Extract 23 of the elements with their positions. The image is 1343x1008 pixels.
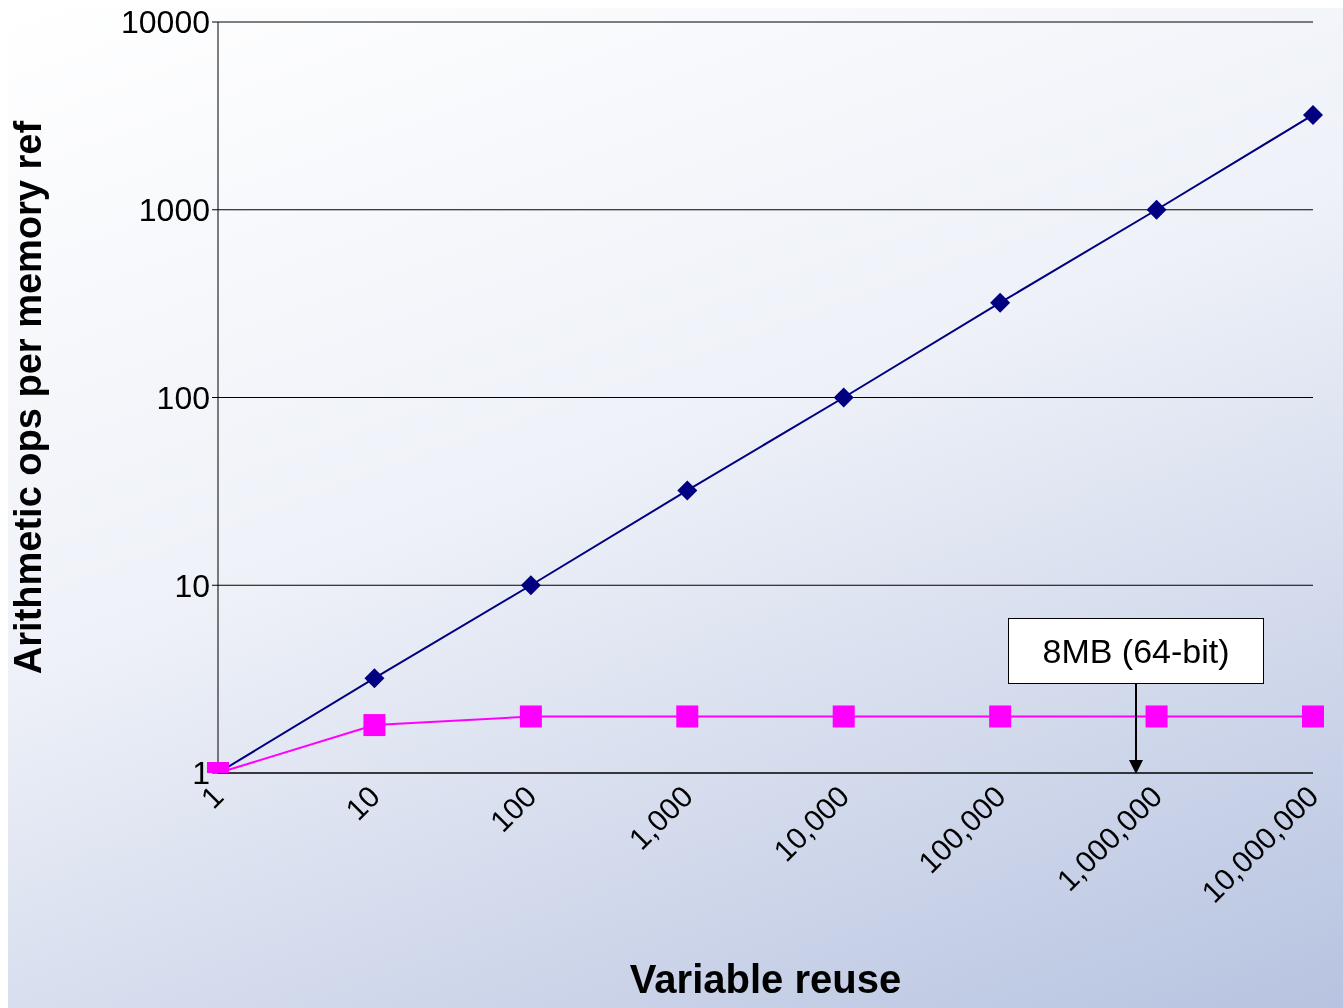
point <box>677 480 698 501</box>
point <box>363 714 386 737</box>
point <box>1145 705 1168 728</box>
y-tick-label: 10000 <box>121 4 210 41</box>
x-tick-label: 100 <box>483 779 543 839</box>
point <box>676 705 699 728</box>
point <box>519 705 542 728</box>
point <box>833 387 854 408</box>
point <box>520 575 541 596</box>
x-tick-label: 10 <box>339 779 387 827</box>
point <box>364 668 385 689</box>
annotation: 8MB (64-bit) <box>1008 618 1264 684</box>
y-tick-label: 10 <box>174 567 210 604</box>
point <box>989 705 1012 728</box>
y-axis-title: Arithmetic ops per memory ref <box>7 120 50 675</box>
point <box>832 705 855 728</box>
x-axis-title: Variable reuse <box>629 957 902 1001</box>
point <box>1302 705 1324 728</box>
point <box>1146 199 1167 220</box>
point <box>1303 104 1323 125</box>
point <box>990 292 1011 313</box>
y-tick-label: 100 <box>156 379 210 416</box>
y-tick-label: 1000 <box>138 192 210 229</box>
